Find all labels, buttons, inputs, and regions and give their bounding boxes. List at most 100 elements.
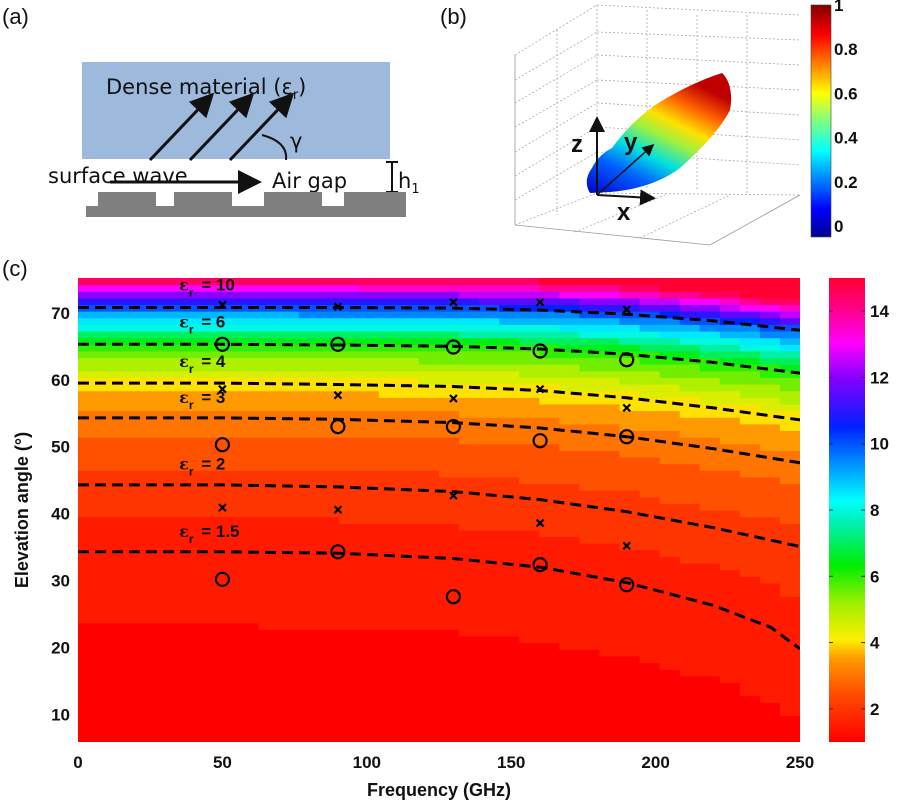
heatmap-cell xyxy=(639,675,661,683)
heatmap-cell xyxy=(599,324,621,332)
heatmap-cell xyxy=(739,728,761,736)
heatmap-cell xyxy=(639,463,661,471)
heatmap-cell xyxy=(679,649,701,657)
heatmap-cell xyxy=(539,735,560,742)
heatmap-cell xyxy=(699,702,721,710)
heatmap-cell xyxy=(619,470,641,478)
heatmap-cell xyxy=(499,728,520,736)
heatmap-cell xyxy=(679,350,701,359)
heatmap-cell xyxy=(298,384,320,392)
heatmap-cell xyxy=(599,364,621,372)
heatmap-cell xyxy=(759,430,781,438)
heatmap-cell xyxy=(398,417,420,425)
heatmap-cell xyxy=(459,523,480,531)
colorbar-tick-label: 6 xyxy=(870,567,879,586)
heatmap-cell xyxy=(318,529,340,538)
heatmap-cell xyxy=(218,510,240,518)
heatmap-cell xyxy=(719,596,741,604)
heatmap-cell xyxy=(138,589,159,597)
heatmap-cell xyxy=(739,569,761,577)
heatmap-cell xyxy=(639,662,661,670)
heatmap-cell xyxy=(699,523,721,531)
heatmap-cell xyxy=(338,523,360,531)
heatmap-cell xyxy=(258,536,280,544)
heatmap-cell xyxy=(78,417,99,425)
heatmap-cell xyxy=(378,331,400,339)
heatmap-cell xyxy=(539,304,560,312)
heatmap-cell xyxy=(338,735,360,742)
heatmap-cell xyxy=(138,377,159,385)
heatmap-cell xyxy=(98,364,119,372)
heatmap-cell xyxy=(739,364,761,372)
heatmap-cell xyxy=(318,629,340,637)
heatmap-cell xyxy=(719,662,741,670)
heatmap-cell xyxy=(559,662,580,670)
heatmap-cell xyxy=(78,350,99,359)
heatmap-cell xyxy=(318,430,340,438)
heatmap-cell xyxy=(378,728,400,736)
heatmap-cell xyxy=(619,370,641,378)
heatmap-cell xyxy=(699,536,721,544)
heatmap-cell xyxy=(338,291,360,299)
colorbar-b-tick-label: 0.2 xyxy=(834,173,858,192)
heatmap-cell xyxy=(418,457,440,465)
heatmap-cell xyxy=(779,278,800,286)
contour-line-eps-4 xyxy=(78,381,800,422)
heatmap-cell xyxy=(138,423,159,431)
heatmap-cell xyxy=(679,377,701,385)
heatmap-cell xyxy=(218,609,240,617)
heatmap-cell xyxy=(759,317,781,325)
heatmap-cell xyxy=(258,543,280,551)
heatmap-cell xyxy=(699,331,721,339)
heatmap-cell xyxy=(258,384,280,392)
heatmap-cell xyxy=(398,569,420,577)
heatmap-cell xyxy=(218,384,240,392)
heatmap-cell xyxy=(278,582,300,591)
heatmap-cell xyxy=(739,370,761,378)
heatmap-cell xyxy=(318,457,340,465)
heatmap-cell xyxy=(499,437,520,445)
heatmap-cell xyxy=(539,470,560,478)
heatmap-cell xyxy=(499,536,520,544)
heatmap-cell xyxy=(679,702,701,710)
heatmap-cell xyxy=(699,490,721,498)
heatmap-cell xyxy=(338,536,360,544)
heatmap-cell xyxy=(659,364,681,372)
heatmap-cell xyxy=(479,622,500,630)
heatmap-cell xyxy=(178,291,199,299)
heatmap-cell xyxy=(158,715,179,723)
heatmap-cell xyxy=(579,410,601,418)
heatmap-cell xyxy=(398,510,420,518)
heatmap-cell xyxy=(659,649,681,657)
heatmap-cell xyxy=(138,450,159,458)
heatmap-cell xyxy=(719,350,741,359)
heatmap-cell xyxy=(519,357,540,365)
heatmap-cell xyxy=(679,443,701,451)
heatmap-cell xyxy=(378,629,400,637)
heatmap-cell xyxy=(78,529,99,538)
heatmap-cell xyxy=(739,291,761,299)
heatmap-cell xyxy=(779,503,800,511)
heatmap-cell xyxy=(579,516,601,524)
heatmap-cell xyxy=(759,463,781,471)
heatmap-cell xyxy=(398,284,420,292)
heatmap-cell xyxy=(238,284,260,292)
heatmap-cell xyxy=(398,317,420,325)
heatmap-cell xyxy=(559,682,580,690)
heatmap-cell xyxy=(218,722,240,730)
heatmap-cell xyxy=(198,543,219,551)
heatmap-cell xyxy=(519,635,540,644)
heatmap-cell xyxy=(178,689,199,697)
heatmap-cell xyxy=(759,722,781,730)
heatmap-cell xyxy=(418,649,440,657)
heatmap-cell xyxy=(178,649,199,657)
heatmap-cell xyxy=(278,616,300,624)
marker-cross xyxy=(218,384,227,394)
heatmap-cell xyxy=(218,476,240,485)
heatmap-cell xyxy=(599,715,621,723)
heatmap-cell xyxy=(459,350,480,359)
heatmap-cell xyxy=(338,470,360,478)
heatmap-cell xyxy=(519,662,540,670)
heatmap-cell xyxy=(118,304,139,312)
heatmap-cell xyxy=(298,463,320,471)
